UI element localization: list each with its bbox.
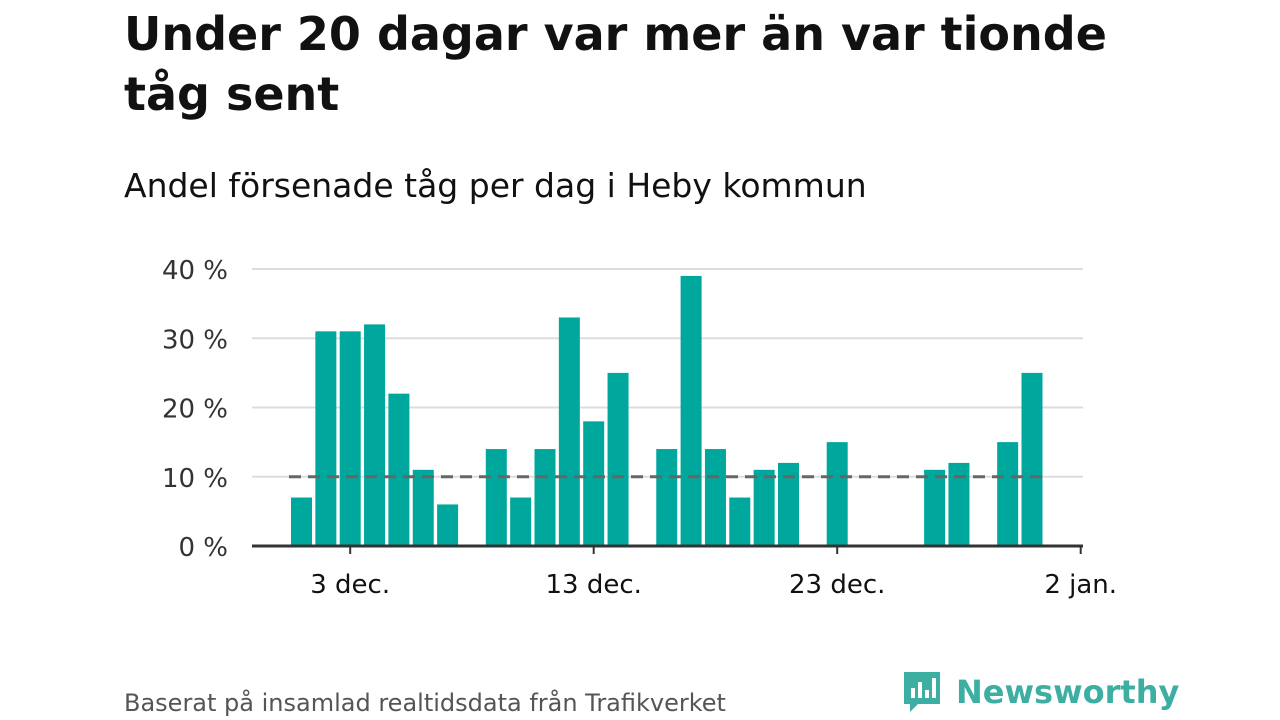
bar <box>291 497 312 546</box>
bar <box>388 393 410 546</box>
x-tick-label: 2 jan. <box>1044 570 1117 600</box>
x-tick-label: 23 dec. <box>789 570 885 600</box>
bar <box>339 331 361 546</box>
bar <box>948 462 970 546</box>
bar <box>558 317 580 546</box>
bar <box>583 421 605 546</box>
y-tick-label: 30 % <box>162 325 228 355</box>
bar <box>534 449 556 546</box>
bar <box>778 462 799 546</box>
bar <box>437 504 459 546</box>
x-tick-label: 3 dec. <box>310 570 390 600</box>
bar <box>753 469 775 546</box>
bar <box>997 442 1019 546</box>
bar <box>826 442 848 546</box>
bar <box>315 331 337 546</box>
bar <box>924 469 946 546</box>
axes: 0 % 10 % 20 % 30 % 40 % 3 dec. 13 dec. 23 dec. 2… <box>162 256 1117 600</box>
bar-chart-speech-bubble-icon <box>904 672 940 712</box>
y-tick-label: 10 % <box>162 464 228 494</box>
bar <box>412 469 434 546</box>
chart-subtitle: Andel försenade tåg per dag i Heby kommu… <box>124 166 867 205</box>
bar <box>680 275 702 546</box>
logo-text: Newsworthy <box>956 673 1180 711</box>
bar <box>656 449 678 546</box>
bar <box>510 497 532 546</box>
bars <box>291 275 1043 546</box>
x-tick-label: 13 dec. <box>545 570 641 600</box>
bar <box>607 372 629 546</box>
y-tick-label: 40 % <box>162 256 228 286</box>
source-note: Baserat på insamlad realtidsdata från Tr… <box>124 689 726 717</box>
newsworthy-logo: Newsworthy <box>902 670 1179 714</box>
y-tick-label: 0 % <box>178 533 228 563</box>
bar <box>485 449 507 546</box>
bar <box>1021 372 1043 546</box>
bar <box>364 324 386 546</box>
chart-title: Under 20 dagar var mer än var tionde tåg… <box>124 7 1107 121</box>
y-tick-label: 20 % <box>162 395 228 425</box>
bar <box>704 449 726 546</box>
bar <box>729 497 751 546</box>
